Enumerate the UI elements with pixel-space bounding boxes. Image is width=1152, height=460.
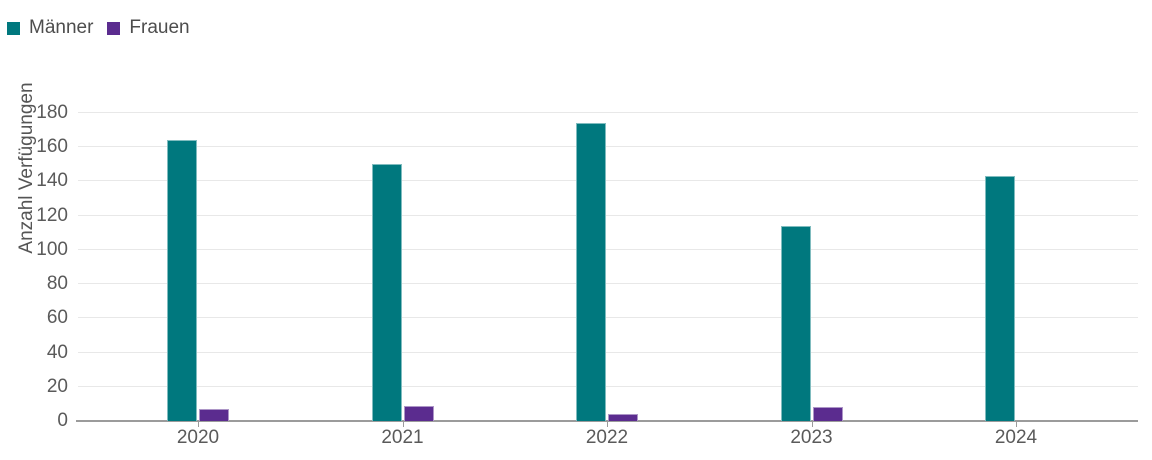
bar-männer-2021[interactable]	[371, 164, 402, 421]
bar-männer-2022[interactable]	[576, 123, 606, 421]
legend-item-maenner[interactable]: Männer	[7, 17, 93, 39]
y-tick-label-180: 180	[36, 102, 68, 123]
x-tick-mark-2024	[1016, 421, 1017, 427]
legend-label-frauen: Frauen	[129, 17, 190, 38]
y-tick-label-160: 160	[36, 136, 68, 158]
gridline-140	[78, 180, 1138, 182]
y-tick-label-0: 0	[57, 410, 68, 431]
legend-item-frauen[interactable]: Frauen	[107, 17, 190, 39]
legend-label-maenner: Männer	[29, 17, 94, 38]
x-tick-label-2020: 2020	[176, 427, 220, 448]
legend-swatch-maenner-icon	[7, 22, 20, 35]
legend-swatch-frauen-icon	[107, 22, 121, 35]
gridline-100	[78, 248, 1138, 250]
y-tick-label-60: 60	[46, 307, 68, 329]
x-tick-label-2021: 2021	[381, 427, 424, 448]
gridline-20	[78, 385, 1138, 387]
y-tick-label-80: 80	[46, 273, 68, 295]
y-tick-label-120: 120	[36, 204, 68, 226]
bar-männer-2024[interactable]	[985, 176, 1015, 421]
gridline-60	[78, 317, 1138, 319]
y-tick-label-20: 20	[46, 375, 68, 397]
legend: Männer Frauen	[7, 17, 190, 39]
bar-frauen-2021[interactable]	[403, 405, 434, 421]
bar-männer-2020[interactable]	[167, 140, 197, 421]
y-tick-label-140: 140	[36, 170, 68, 192]
bar-frauen-2020[interactable]	[199, 409, 229, 421]
y-tick-label-40: 40	[46, 341, 68, 363]
x-tick-mark-2022	[607, 421, 608, 427]
x-tick-label-2024: 2024	[994, 427, 1038, 448]
gridline-180	[78, 112, 1138, 113]
y-tick-label-100: 100	[36, 238, 68, 260]
x-tick-mark-2020	[198, 421, 199, 427]
gridline-40	[78, 351, 1138, 353]
x-tick-mark-2021	[402, 421, 404, 427]
gridline-120	[78, 214, 1138, 216]
bar-männer-2023[interactable]	[780, 225, 811, 421]
bar-frauen-2023[interactable]	[812, 407, 843, 421]
x-tick-label-2023: 2023	[790, 427, 833, 448]
x-axis: 2020 2021 2022 2023 2024	[78, 421, 1138, 457]
plot-area	[76, 112, 1138, 422]
gridline-160	[78, 146, 1138, 148]
y-axis-tick-labels: 0 20 40 60 80 100 120 140 160 180	[0, 103, 68, 431]
bar-frauen-2022[interactable]	[608, 414, 638, 421]
x-tick-label-2022: 2022	[585, 427, 629, 448]
gridline-80	[78, 283, 1138, 285]
x-tick-mark-2023	[811, 421, 813, 427]
